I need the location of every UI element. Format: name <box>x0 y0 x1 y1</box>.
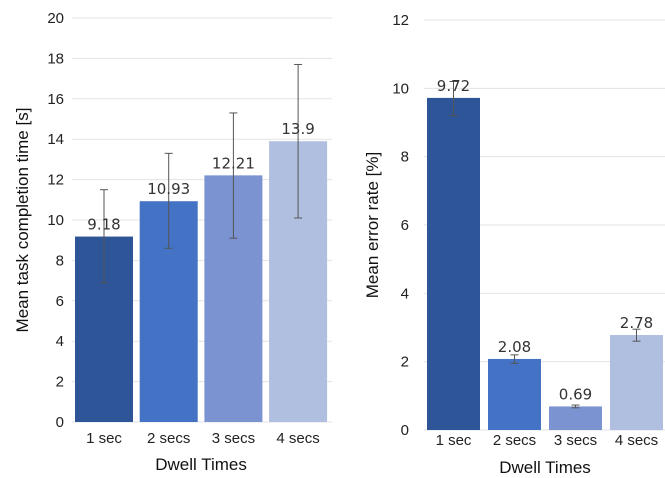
y-tick-label: 0 <box>401 422 409 439</box>
y-tick-label: 0 <box>56 414 64 431</box>
error-bar <box>294 63 303 219</box>
data-label: 2.78 <box>620 314 653 332</box>
data-labels: 9.18 10.93 12.21 13.9 <box>87 120 315 233</box>
y-tick-label: 12 <box>392 12 409 29</box>
error-bar <box>100 189 108 284</box>
bar <box>488 358 541 430</box>
x-tick-label: 1 sec <box>86 430 122 447</box>
x-axis-ticks: 1 sec 2 secs 3 secs 4 secs <box>86 430 320 447</box>
x-tick-label: 3 secs <box>212 430 255 447</box>
error-bar <box>164 152 173 249</box>
x-tick-label: 1 sec <box>436 432 472 449</box>
x-tick-label: 3 secs <box>554 432 597 449</box>
y-tick-label: 16 <box>47 91 64 108</box>
y-tick-label: 8 <box>401 149 409 166</box>
y-tick-label: 18 <box>47 50 64 67</box>
y-axis-ticks: 0 2 4 6 8 10 12 <box>392 12 409 439</box>
y-tick-label: 6 <box>56 293 64 310</box>
x-axis-title: Dwell Times <box>499 458 591 477</box>
bar <box>427 97 480 431</box>
y-axis-title: Mean task completion time [s] <box>13 108 32 333</box>
x-axis-ticks: 1 sec 2 secs 3 secs 4 secs <box>436 432 659 449</box>
data-label: 10.93 <box>147 180 190 198</box>
data-label: 12.21 <box>212 154 255 172</box>
y-axis-ticks: 0 2 4 6 8 10 12 14 16 18 20 <box>47 10 64 431</box>
y-tick-label: 12 <box>47 172 64 189</box>
x-tick-label: 4 secs <box>276 430 319 447</box>
error-bar <box>449 81 458 117</box>
y-tick-label: 6 <box>401 217 409 234</box>
y-tick-label: 14 <box>47 131 64 148</box>
x-tick-label: 2 secs <box>493 432 536 449</box>
data-labels: 9.72 2.08 0.69 2.78 <box>437 77 653 404</box>
x-tick-label: 4 secs <box>615 432 658 449</box>
data-label: 0.69 <box>559 385 592 403</box>
data-label: 13.9 <box>281 120 314 138</box>
data-label: 2.08 <box>498 338 531 356</box>
bars <box>427 97 663 431</box>
y-tick-label: 2 <box>401 354 409 371</box>
error-bar <box>229 112 238 239</box>
y-tick-label: 10 <box>392 80 409 97</box>
error-bars <box>449 81 641 409</box>
bar <box>610 335 663 430</box>
y-tick-label: 8 <box>56 252 64 269</box>
y-tick-label: 10 <box>47 212 64 229</box>
data-label: 9.72 <box>437 77 470 95</box>
y-tick-label: 2 <box>56 374 64 391</box>
x-tick-label: 2 secs <box>147 430 190 447</box>
error-bar <box>510 354 519 364</box>
bars <box>75 141 328 422</box>
y-axis-title: Mean error rate [%] <box>363 152 382 298</box>
error-bars <box>100 63 303 284</box>
data-label: 9.18 <box>87 216 120 234</box>
chart-error-rate: 0 2 4 6 8 10 12 9.72 2.08 0.69 2.78 1 sec 2 secs 3 se… <box>363 12 665 477</box>
x-axis-title: Dwell Times <box>155 455 247 474</box>
y-tick-label: 4 <box>401 285 409 302</box>
chart-completion-time: 0 2 4 6 8 10 12 14 16 18 20 9.18 10.93 12.21 13.9 1 sec… <box>13 10 332 474</box>
y-tick-label: 4 <box>56 333 64 350</box>
y-tick-label: 20 <box>47 10 64 27</box>
bar <box>549 406 602 430</box>
error-bar <box>571 404 580 409</box>
error-bar <box>632 328 641 342</box>
